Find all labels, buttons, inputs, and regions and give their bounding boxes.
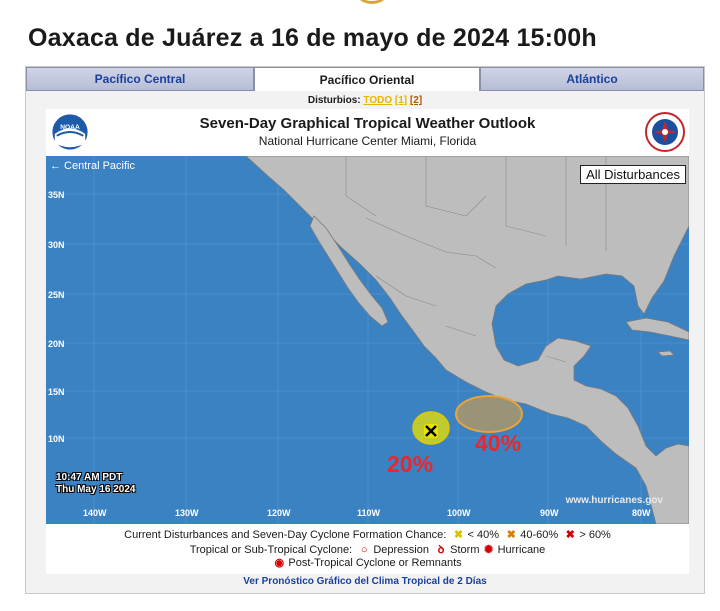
issue-date: Thu May 16 2024 (56, 484, 136, 495)
legend-low: < 40% (467, 529, 500, 541)
state-borders (345, 156, 607, 363)
lat-label: 15N (48, 387, 65, 397)
issue-time: 10:47 AM PDT (56, 472, 123, 483)
two-day-outlook-link[interactable]: Ver Pronóstico Gráfico del Clima Tropica… (243, 576, 487, 587)
page-headline: Oaxaca de Juárez a 16 de mayo de 2024 15… (28, 24, 597, 52)
land-cuba (625, 317, 689, 341)
legend-hurricane: Hurricane (497, 544, 546, 556)
central-pacific-link[interactable]: ← Central Pacific (50, 160, 135, 172)
disturbance-label: Disturbios: (307, 95, 361, 106)
lat-label: 35N (48, 190, 65, 200)
lon-label: 100W (447, 508, 471, 518)
storm-icon: ꝺ (437, 544, 445, 556)
lat-label: 10N (48, 434, 65, 444)
medium-chance-x-icon: ✖ (506, 529, 516, 541)
lat-label: 25N (48, 290, 65, 300)
lon-label: 110W (357, 508, 381, 518)
all-disturbances-label: All Disturbances (580, 165, 686, 184)
lon-label: 120W (267, 508, 291, 518)
hurricane-icon: ✺ (483, 544, 494, 556)
outlook-map: ← Central Pacific All Disturbances 35N 3… (46, 156, 689, 524)
land-north-america (245, 156, 689, 524)
tab-central-pacific[interactable]: Pacífico Central (26, 67, 254, 91)
product-title: Seven-Day Graphical Tropical Weather Out… (199, 115, 536, 132)
disturbance-2-link[interactable]: [2] (409, 95, 423, 106)
post-tropical-icon: ◉ (274, 557, 285, 569)
basin-tabs: Pacífico Central Pacífico Oriental Atlán… (26, 67, 704, 91)
land-jamaica (657, 350, 675, 357)
high-chance-x-icon: ✖ (565, 529, 575, 541)
legend-formation-label: Current Disturbances and Seven-Day Cyclo… (124, 529, 447, 541)
depression-icon: ○ (360, 544, 368, 556)
disturbance-all-link[interactable]: TODO (363, 95, 393, 106)
issue-timestamp: 10:47 AM PDT Thu May 16 2024 (56, 472, 135, 496)
legend-cyclone-label: Tropical or Sub-Tropical Cyclone: (189, 544, 353, 556)
tab-atlantic[interactable]: Atlántico (480, 67, 704, 91)
map-credit: www.hurricanes.gov (565, 495, 663, 506)
legend-cyclone-row: Tropical or Sub-Tropical Cyclone: ○ Depr… (46, 542, 689, 557)
svg-text:NOAA: NOAA (60, 124, 80, 131)
legend-formation-row: Current Disturbances and Seven-Day Cyclo… (46, 528, 689, 541)
land-baja-california (309, 215, 389, 327)
legend-mid: 40-60% (520, 529, 559, 541)
noaa-logo-icon: NOAA (51, 113, 89, 151)
low-chance-x-icon: ✖ (453, 529, 464, 541)
nws-logo-icon (645, 112, 685, 152)
disturbance-selector: Disturbios: TODO [1] [2] (26, 95, 704, 106)
legend-storm: Storm (450, 544, 480, 556)
area-2-chance: 40% (475, 430, 522, 456)
lon-label: 80W (632, 508, 651, 518)
legend-high: > 60% (579, 529, 611, 541)
lat-label: 20N (48, 339, 65, 349)
top-decoration (352, 0, 392, 4)
map-canvas (46, 156, 689, 524)
lon-label: 90W (540, 508, 559, 518)
product-subtitle: National Hurricane Center Miami, Florida (258, 134, 477, 148)
outlook-panel: Pacífico Central Pacífico Oriental Atlán… (25, 66, 705, 594)
disturbance-1-marker (424, 424, 438, 438)
lon-label: 140W (83, 508, 107, 518)
lat-label: 30N (48, 240, 65, 250)
legend-depression: Depression (373, 544, 429, 556)
disturbance-area-2 (455, 395, 523, 433)
map-legend: Current Disturbances and Seven-Day Cyclo… (46, 524, 689, 574)
lon-label: 130W (175, 508, 199, 518)
product-header: NOAA Seven-Day Graphical Tropical Weathe… (46, 109, 689, 156)
disturbance-1-link[interactable]: [1] (394, 95, 408, 106)
area-1-chance: 20% (387, 451, 434, 477)
legend-post-tropical-row: ◉ Post-Tropical Cyclone or Remnants (46, 556, 689, 569)
tab-eastern-pacific[interactable]: Pacífico Oriental (254, 67, 480, 91)
legend-post-tropical: Post-Tropical Cyclone or Remnants (288, 557, 462, 569)
